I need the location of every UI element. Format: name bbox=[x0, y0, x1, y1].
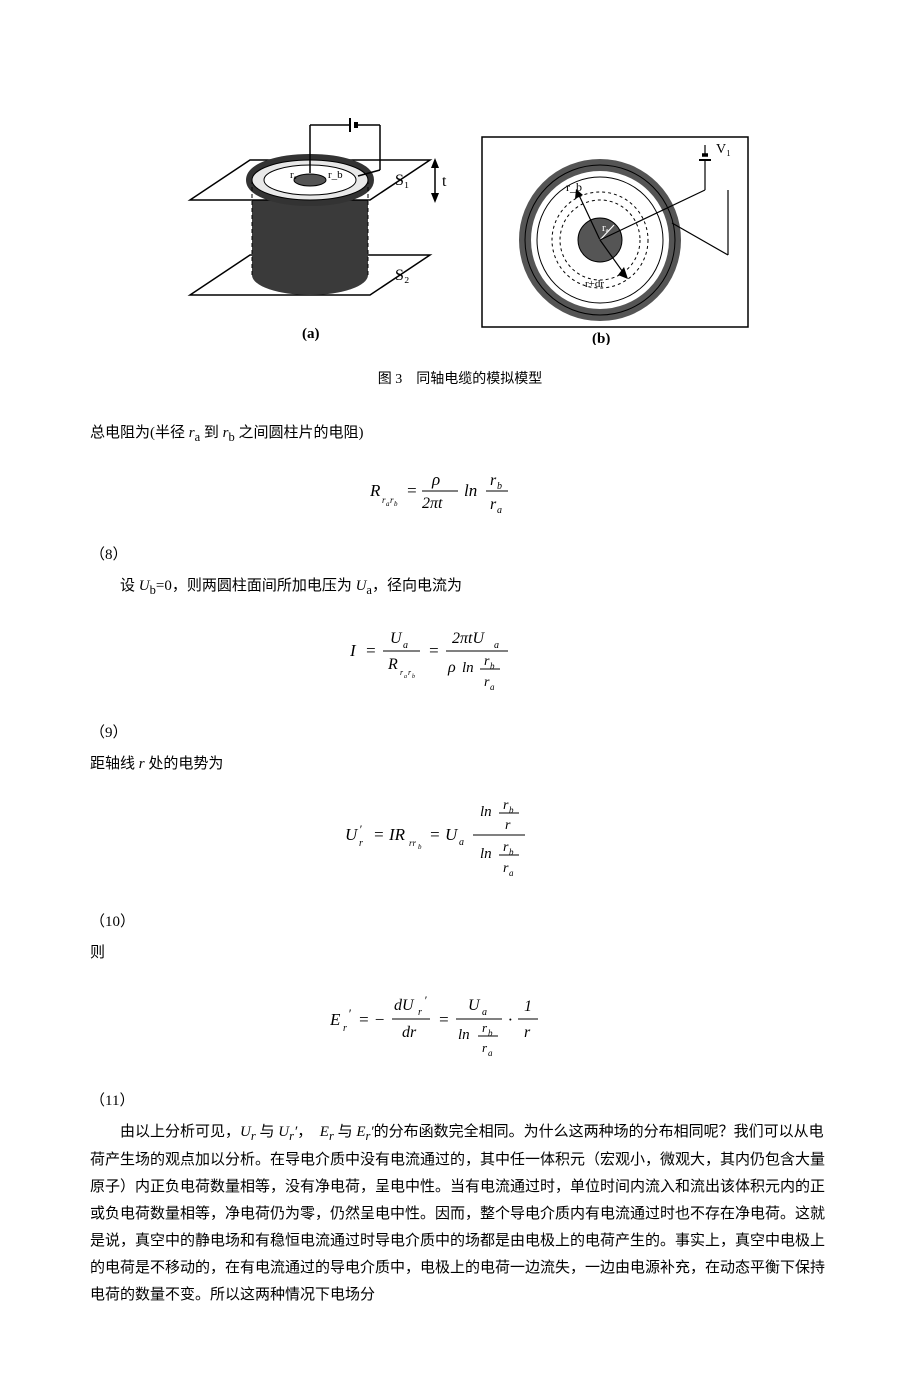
svg-text:rr: rr bbox=[409, 838, 417, 848]
svg-text:=: = bbox=[365, 641, 376, 660]
svg-text:R: R bbox=[370, 481, 381, 500]
svg-text:dU: dU bbox=[394, 997, 415, 1014]
label-ra: rₐ bbox=[290, 169, 297, 181]
svg-text:=: = bbox=[438, 1010, 449, 1029]
svg-text:ln: ln bbox=[480, 804, 492, 820]
figure-caption: 图 3 同轴电缆的模拟模型 bbox=[90, 367, 830, 392]
svg-text:·: · bbox=[508, 1010, 512, 1029]
label-s2: S₂ bbox=[395, 267, 409, 284]
svg-text:b: b bbox=[497, 481, 502, 492]
svg-text:ln: ln bbox=[462, 660, 474, 676]
svg-text:= −: = − bbox=[358, 1010, 385, 1029]
analysis-paragraph: 由以上分析可见，Ur 与 Ur′， Er 与 Er′的分布函数完全相同。为什么这… bbox=[90, 1119, 830, 1310]
svg-text:ln: ln bbox=[458, 1027, 470, 1043]
svg-text:R: R bbox=[387, 656, 398, 673]
svg-text:=: = bbox=[428, 641, 439, 660]
svg-text:a: a bbox=[490, 682, 495, 692]
coaxial-3d-diagram: S₂ S₁ rₐ r_b bbox=[170, 100, 450, 345]
svg-text:a: a bbox=[509, 868, 514, 878]
svg-text:ln: ln bbox=[464, 481, 477, 500]
svg-text:=: = bbox=[373, 825, 384, 844]
svg-text:r: r bbox=[343, 1023, 347, 1034]
label-rdr: r+dr bbox=[585, 278, 604, 290]
svg-text:a: a bbox=[482, 1007, 487, 1018]
equation-8: R r a r b = ρ 2πt ln r b r a bbox=[90, 463, 830, 529]
svg-text:IR: IR bbox=[388, 825, 406, 844]
svg-text:U: U bbox=[445, 825, 459, 844]
svg-text:E: E bbox=[330, 1010, 341, 1029]
svg-text:a: a bbox=[404, 674, 407, 680]
svg-text:=: = bbox=[406, 481, 417, 500]
svg-text:′: ′ bbox=[359, 822, 362, 836]
eq11-num: （11） bbox=[90, 1088, 830, 1115]
svg-text:U: U bbox=[390, 630, 403, 647]
equation-9: I = U a R r a r b = 2πtU a ρ ln r b r a bbox=[90, 616, 830, 707]
svg-text:a: a bbox=[403, 640, 408, 651]
coaxial-top-diagram: r_b rₐ r+dr V₁ (b) bbox=[480, 135, 750, 345]
label-rb-b: r_b bbox=[566, 180, 582, 194]
svg-text:a: a bbox=[494, 640, 499, 651]
svg-text:′: ′ bbox=[348, 1006, 351, 1021]
svg-text:′: ′ bbox=[424, 993, 427, 1007]
sub-b: (b) bbox=[592, 331, 610, 345]
svg-text:I: I bbox=[350, 641, 357, 660]
eq8-num: （8） bbox=[90, 542, 830, 569]
eq10-num: （10） bbox=[90, 909, 830, 936]
svg-text:r: r bbox=[418, 1007, 422, 1018]
svg-text:ρ: ρ bbox=[431, 470, 440, 489]
svg-text:=: = bbox=[429, 825, 440, 844]
svg-text:r: r bbox=[359, 838, 363, 849]
svg-text:ln: ln bbox=[480, 846, 492, 862]
svg-text:dr: dr bbox=[402, 1024, 417, 1041]
figure-3a: S₂ S₁ rₐ r_b bbox=[170, 100, 450, 355]
figure-3b: r_b rₐ r+dr V₁ (b) bbox=[480, 135, 750, 355]
label-t: t bbox=[442, 173, 447, 190]
label-s1: S₁ bbox=[395, 172, 409, 189]
svg-text:b: b bbox=[394, 500, 398, 508]
svg-text:2πtU: 2πtU bbox=[452, 630, 485, 647]
svg-text:1: 1 bbox=[524, 998, 532, 1015]
text-potential: 距轴线 r 处的电势为 bbox=[90, 751, 830, 778]
svg-text:b: b bbox=[412, 674, 415, 680]
label-rb: r_b bbox=[328, 169, 343, 181]
svg-text:b: b bbox=[418, 843, 422, 851]
svg-text:2πt: 2πt bbox=[422, 495, 443, 512]
figure-3: S₂ S₁ rₐ r_b bbox=[90, 100, 830, 355]
svg-text:r: r bbox=[505, 818, 511, 833]
label-v1: V₁ bbox=[716, 142, 731, 157]
svg-text:U: U bbox=[345, 825, 359, 844]
text-resistance: 总电阻为(半径 ra 到 rb 之间圆柱片的电阻) bbox=[90, 420, 830, 449]
svg-text:r: r bbox=[490, 472, 497, 489]
equation-10: U ′ r = IR rr b = U a ln r b r ln r b r … bbox=[90, 792, 830, 895]
svg-text:a: a bbox=[488, 1048, 493, 1058]
svg-text:a: a bbox=[497, 505, 502, 516]
equation-11: E r ′ = − dU r ′ dr = U a ln r b r a · 1… bbox=[90, 981, 830, 1074]
svg-text:U: U bbox=[468, 997, 481, 1014]
svg-text:a: a bbox=[459, 837, 464, 848]
label-ra-b: rₐ bbox=[602, 222, 609, 234]
svg-text:r: r bbox=[490, 496, 497, 513]
text-then: 则 bbox=[90, 940, 830, 967]
sub-a: (a) bbox=[302, 326, 320, 342]
svg-text:ρ: ρ bbox=[447, 659, 456, 676]
eq9-num: （9） bbox=[90, 720, 830, 747]
svg-text:r: r bbox=[524, 1024, 531, 1041]
text-ub: 设 Ub=0，则两圆柱面间所加电压为 Ua，径向电流为 bbox=[90, 573, 830, 602]
